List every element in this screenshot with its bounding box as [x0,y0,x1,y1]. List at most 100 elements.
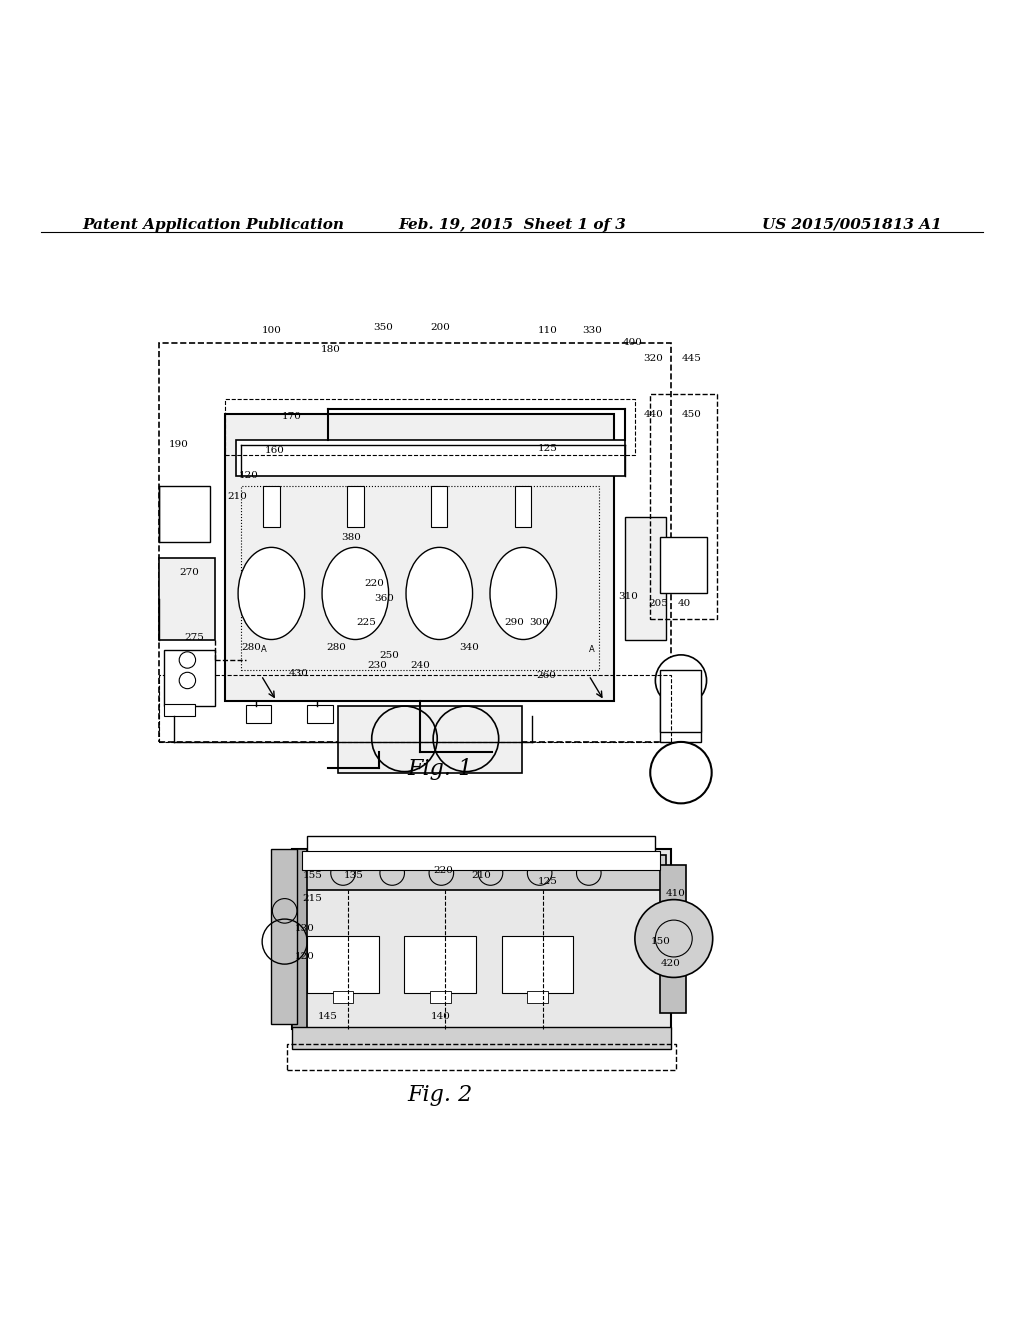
Bar [263,486,280,527]
Text: 320: 320 [643,355,664,363]
Text: 410: 410 [666,888,686,898]
Text: 430: 430 [289,669,309,677]
Bar [164,704,195,717]
Text: 160: 160 [264,446,285,454]
Text: 150: 150 [650,937,671,946]
Text: 225: 225 [356,618,377,627]
Text: 420: 420 [660,958,681,968]
Bar [159,343,671,742]
Bar [333,991,353,1003]
Text: 190: 190 [169,441,189,449]
Text: US 2015/0051813 A1: US 2015/0051813 A1 [762,218,942,231]
Text: 40: 40 [678,599,690,609]
Text: 340: 340 [459,643,479,652]
Text: 130: 130 [295,924,315,933]
Bar [338,706,522,772]
Circle shape [635,900,713,977]
Bar [159,676,671,742]
Bar [307,936,379,993]
Text: 120: 120 [295,953,315,961]
Bar [307,705,333,723]
Text: 350: 350 [373,322,393,331]
Bar [271,850,297,1023]
Bar [236,440,625,475]
Bar [164,649,215,706]
Bar [431,486,447,527]
Text: 170: 170 [282,412,302,421]
Text: 310: 310 [617,591,638,601]
Text: 210: 210 [471,871,492,879]
Text: 125: 125 [538,876,558,886]
Text: 100: 100 [261,326,282,335]
Text: Fig. 2: Fig. 2 [408,1084,473,1106]
Bar [625,516,666,639]
Text: A: A [589,645,595,655]
Bar [404,936,476,993]
Bar [297,854,666,891]
Text: 240: 240 [410,660,430,669]
Text: 400: 400 [623,338,643,347]
Text: 440: 440 [643,409,664,418]
Text: 260: 260 [536,671,556,680]
Text: 360: 360 [374,594,394,603]
Text: 220: 220 [364,578,384,587]
Bar [660,537,707,594]
Ellipse shape [238,548,305,639]
Text: 205: 205 [648,599,669,609]
Text: 275: 275 [184,634,205,642]
Bar [307,836,655,854]
Bar [241,486,599,671]
Bar [292,850,671,1028]
Circle shape [655,655,707,706]
Text: 145: 145 [317,1012,338,1020]
Text: Patent Application Publication: Patent Application Publication [82,218,344,231]
Text: 270: 270 [179,569,200,577]
Ellipse shape [407,548,473,639]
Text: 180: 180 [321,346,341,354]
Polygon shape [292,850,307,1028]
Text: 290: 290 [504,618,524,627]
Bar [225,399,635,455]
Text: 155: 155 [302,871,323,879]
Bar [527,991,548,1003]
Bar [292,1027,671,1049]
Text: 215: 215 [302,894,323,903]
Text: 380: 380 [341,532,361,541]
Bar [287,1044,676,1069]
Bar [430,991,451,1003]
Bar [660,671,701,731]
Text: 120: 120 [239,471,259,480]
Text: 250: 250 [379,651,399,660]
Bar [246,705,271,723]
Bar [347,486,364,527]
Text: 230: 230 [367,660,387,669]
Circle shape [650,742,712,804]
Text: Fig. 1: Fig. 1 [408,758,473,780]
Text: 200: 200 [430,322,451,331]
Bar [515,486,531,527]
Bar [660,865,686,1014]
Ellipse shape [489,548,557,639]
Text: 220: 220 [433,866,454,875]
Bar [502,936,573,993]
Text: 330: 330 [582,326,602,335]
Text: 110: 110 [538,326,558,335]
Bar [660,696,701,742]
Text: 280: 280 [326,643,346,652]
Bar [650,393,717,619]
Text: 135: 135 [343,871,364,879]
Bar [159,486,210,543]
Bar [225,414,614,701]
Text: 300: 300 [529,618,550,627]
Text: 140: 140 [430,1012,451,1020]
Text: 280: 280 [241,643,261,652]
Text: A: A [261,645,267,655]
Text: 125: 125 [538,444,558,453]
Text: Feb. 19, 2015  Sheet 1 of 3: Feb. 19, 2015 Sheet 1 of 3 [398,218,626,231]
Text: 445: 445 [681,355,701,363]
Text: 210: 210 [227,491,248,500]
Text: 450: 450 [681,409,701,418]
Bar [159,557,215,639]
Bar [302,851,660,870]
Ellipse shape [322,548,389,639]
